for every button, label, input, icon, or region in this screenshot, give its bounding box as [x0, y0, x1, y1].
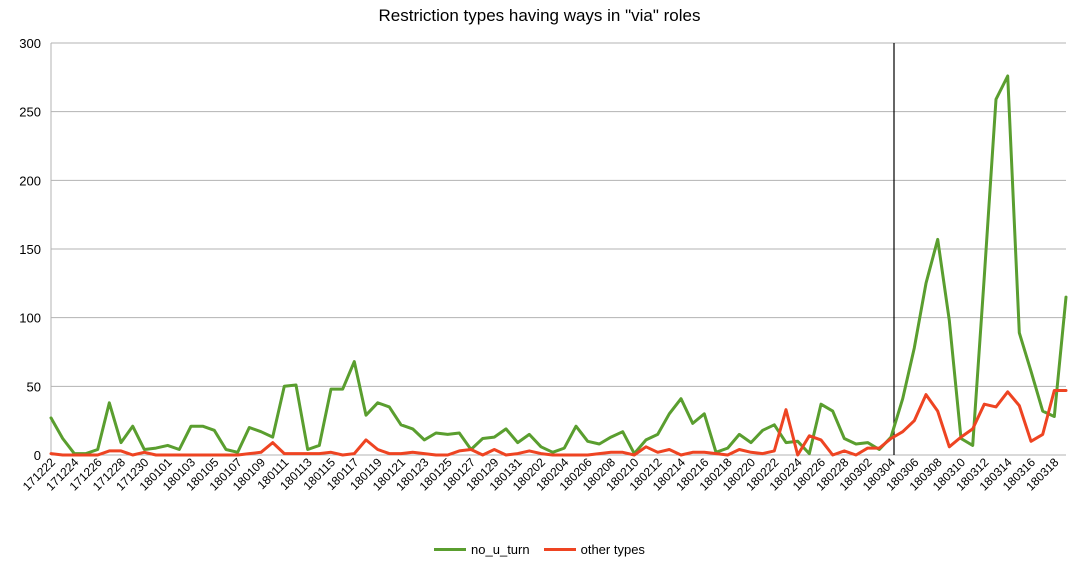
legend-item-other-types: other types [543, 542, 645, 557]
grid-lines [50, 42, 1066, 456]
chart-title: Restriction types having ways in "via" r… [378, 6, 701, 25]
y-tick-label: 0 [34, 448, 41, 463]
y-tick-label: 100 [19, 311, 41, 326]
x-axis-ticks: 1712221712241712261712281712301801011801… [20, 455, 1062, 493]
y-axis-ticks: 0 50 100 150 200 250 300 [19, 36, 41, 463]
y-tick-label: 200 [19, 173, 41, 188]
y-tick-label: 50 [27, 379, 41, 394]
y-tick-label: 250 [19, 105, 41, 120]
series-line-other-types [49, 389, 1068, 457]
legend: no_u_turn other types [0, 542, 1079, 557]
legend-item-no-u-turn: no_u_turn [434, 542, 530, 557]
series-lines [49, 74, 1068, 457]
legend-swatch-no-u-turn [434, 548, 467, 551]
series-line-no-u-turn [49, 74, 1068, 456]
legend-swatch-other-types [543, 548, 576, 551]
y-tick-label: 300 [19, 36, 41, 51]
legend-label-no-u-turn: no_u_turn [471, 542, 530, 557]
legend-label-other-types: other types [580, 542, 645, 557]
y-tick-label: 150 [19, 242, 41, 257]
